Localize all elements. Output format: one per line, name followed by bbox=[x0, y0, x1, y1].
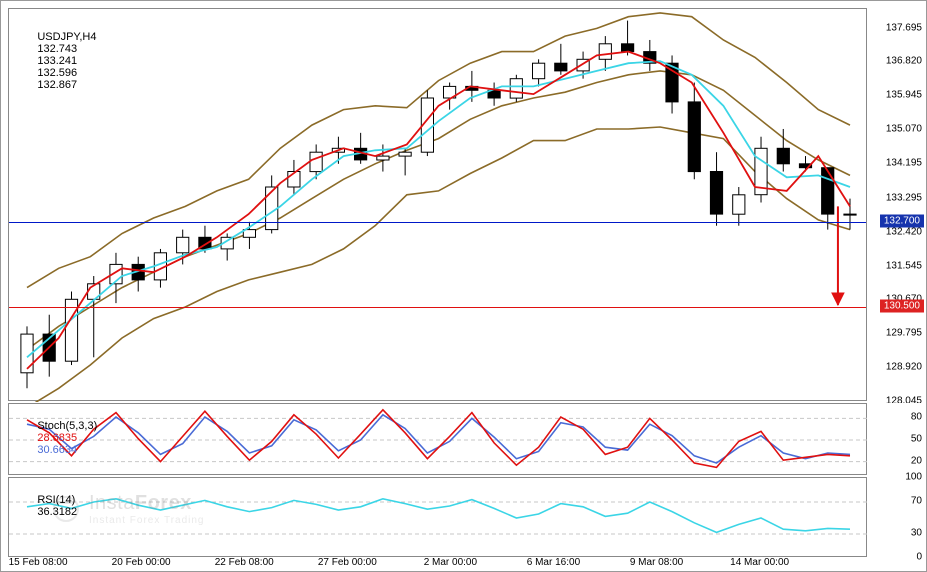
main-yaxis: 128.045128.920129.795130.670131.545132.4… bbox=[868, 8, 926, 401]
chart-frame: USDJPY,H4 132.743 133.241 132.596 132.86… bbox=[0, 0, 927, 572]
ohlc-open: 132.743 bbox=[37, 43, 77, 55]
main-price-panel[interactable]: USDJPY,H4 132.743 133.241 132.596 132.86… bbox=[8, 8, 867, 401]
rsi-ytick: 30 bbox=[911, 528, 922, 539]
main-ytick: 132.420 bbox=[886, 226, 922, 237]
main-ytick: 133.295 bbox=[886, 192, 922, 203]
main-ytick: 131.545 bbox=[886, 260, 922, 271]
time-axis-tick: 14 Mar 00:00 bbox=[730, 557, 789, 568]
time-axis: 15 Feb 08:00 20 Feb 00:00 22 Feb 08:00 27 F… bbox=[8, 557, 867, 571]
rsi-ytick: 70 bbox=[911, 496, 922, 507]
time-axis-tick: 20 Feb 00:00 bbox=[112, 557, 171, 568]
rsi-panel[interactable]: RSI(14) 36.3182 InstaForex Instant Forex… bbox=[8, 477, 867, 557]
time-axis-tick: 22 Feb 08:00 bbox=[215, 557, 274, 568]
time-axis-tick: 15 Feb 08:00 bbox=[9, 557, 68, 568]
chart-title: USDJPY,H4 132.743 133.241 132.596 132.86… bbox=[19, 19, 100, 103]
main-ytick: 134.195 bbox=[886, 157, 922, 168]
horizontal-level-line[interactable] bbox=[9, 222, 866, 223]
ohlc-close: 132.867 bbox=[37, 79, 77, 91]
rsi-ytick: 0 bbox=[916, 552, 922, 563]
stochastic-svg bbox=[9, 404, 868, 476]
level-label: 132.700 bbox=[880, 214, 924, 227]
main-ytick: 129.795 bbox=[886, 328, 922, 339]
main-ytick: 135.070 bbox=[886, 124, 922, 135]
ohlc-high: 133.241 bbox=[37, 55, 77, 67]
stoch-ytick: 80 bbox=[911, 412, 922, 423]
stoch-ytick: 20 bbox=[911, 455, 922, 466]
stochastic-panel[interactable]: Stoch(5,3,3) 28.6835 30.6634 bbox=[8, 403, 867, 475]
stochastic-title: Stoch(5,3,3) 28.6835 30.6634 bbox=[19, 408, 97, 468]
stochastic-yaxis: 20 50 80 bbox=[868, 403, 926, 475]
time-axis-tick: 9 Mar 08:00 bbox=[630, 557, 683, 568]
main-chart-svg bbox=[9, 9, 868, 402]
ohlc-low: 132.596 bbox=[37, 67, 77, 79]
rsi-yaxis: 03070100 bbox=[868, 477, 926, 557]
symbol-name: USDJPY,H4 bbox=[37, 31, 96, 43]
main-ytick: 137.695 bbox=[886, 22, 922, 33]
rsi-ytick: 100 bbox=[905, 472, 922, 483]
time-axis-tick: 27 Feb 00:00 bbox=[318, 557, 377, 568]
main-ytick: 135.945 bbox=[886, 90, 922, 101]
time-axis-tick: 2 Mar 00:00 bbox=[424, 557, 477, 568]
horizontal-level-line[interactable] bbox=[9, 307, 866, 308]
main-ytick: 128.920 bbox=[886, 362, 922, 373]
main-ytick: 136.820 bbox=[886, 56, 922, 67]
rsi-svg bbox=[9, 478, 868, 558]
time-axis-tick: 6 Mar 16:00 bbox=[527, 557, 580, 568]
stoch-ytick: 50 bbox=[911, 434, 922, 445]
rsi-title: RSI(14) 36.3182 bbox=[19, 482, 77, 530]
level-label: 130.500 bbox=[880, 299, 924, 312]
